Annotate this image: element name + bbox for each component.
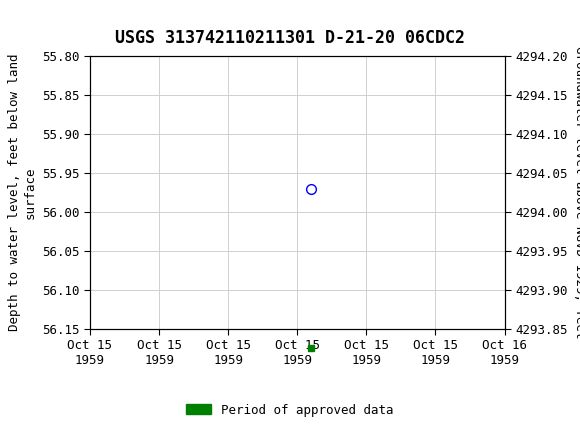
- Text: USGS: USGS: [48, 12, 111, 32]
- Legend: Period of approved data: Period of approved data: [181, 399, 399, 421]
- Y-axis label: Depth to water level, feet below land
surface: Depth to water level, feet below land su…: [9, 54, 37, 331]
- Y-axis label: Groundwater level above NGVD 1929, feet: Groundwater level above NGVD 1929, feet: [573, 46, 580, 339]
- Text: USGS 313742110211301 D-21-20 06CDC2: USGS 313742110211301 D-21-20 06CDC2: [115, 29, 465, 47]
